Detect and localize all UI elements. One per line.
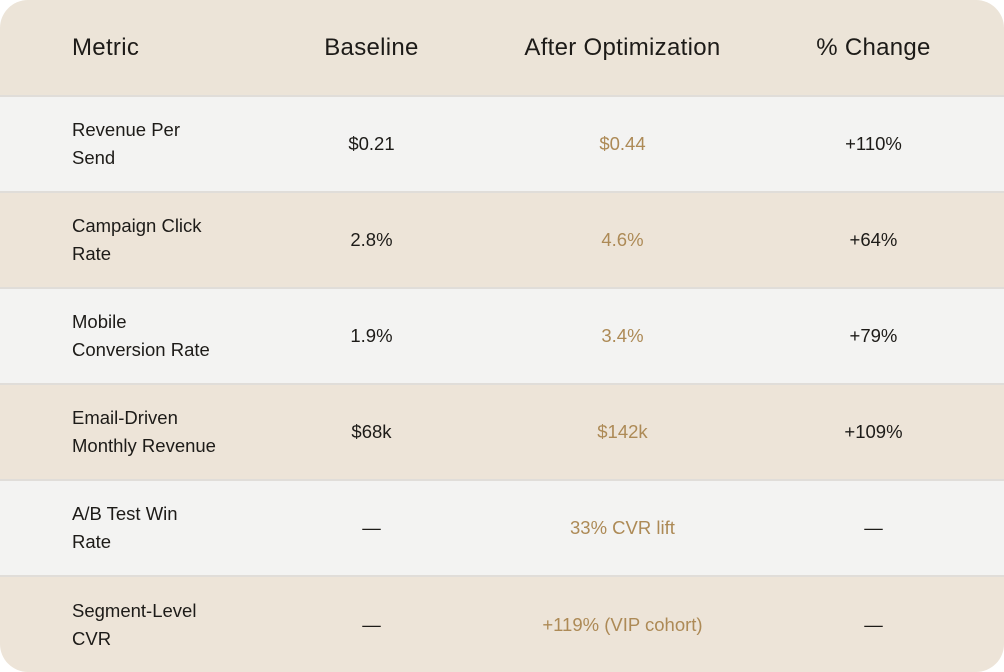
- baseline-cell: $0.21: [240, 95, 502, 192]
- table-row: Revenue Per Send $0.21 $0.44 +110%: [0, 95, 1004, 192]
- table-header-row: Metric Baseline After Optimization % Cha…: [0, 0, 1004, 96]
- change-cell: +79%: [742, 287, 1004, 384]
- table-row: Email-Driven Monthly Revenue $68k $142k +109…: [0, 383, 1004, 480]
- after-cell: 33% CVR lift: [501, 479, 743, 576]
- change-cell: +110%: [742, 95, 1004, 192]
- baseline-cell: —: [240, 479, 502, 576]
- table-row: Mobile Conversion Rate 1.9% 3.4% +79%: [0, 287, 1004, 384]
- metric-cell: Campaign Click Rate: [0, 191, 241, 288]
- column-header-baseline: Baseline: [240, 0, 502, 96]
- metric-cell: A/B Test Win Rate: [0, 479, 241, 576]
- change-cell: +64%: [742, 191, 1004, 288]
- column-header-metric: Metric: [0, 0, 241, 96]
- after-cell: 3.4%: [501, 287, 743, 384]
- baseline-cell: 1.9%: [240, 287, 502, 384]
- column-header-after: After Optimization: [501, 0, 743, 96]
- table-body: Revenue Per Send $0.21 $0.44 +110% Campaign C…: [0, 95, 1004, 672]
- baseline-cell: $68k: [240, 383, 502, 480]
- table-row: Segment-Level CVR — +119% (VIP cohort) —: [0, 575, 1004, 672]
- baseline-cell: —: [240, 575, 502, 672]
- table-row: Campaign Click Rate 2.8% 4.6% +64%: [0, 191, 1004, 288]
- metric-cell: Mobile Conversion Rate: [0, 287, 241, 384]
- metric-cell: Email-Driven Monthly Revenue: [0, 383, 241, 480]
- after-cell: $142k: [501, 383, 743, 480]
- after-cell: +119% (VIP cohort): [501, 575, 743, 672]
- after-cell: 4.6%: [501, 191, 743, 288]
- after-cell: $0.44: [501, 95, 743, 192]
- change-cell: —: [742, 479, 1004, 576]
- column-header-change: % Change: [742, 0, 1004, 96]
- change-cell: +109%: [742, 383, 1004, 480]
- metric-cell: Segment-Level CVR: [0, 575, 241, 672]
- metric-cell: Revenue Per Send: [0, 95, 241, 192]
- change-cell: —: [742, 575, 1004, 672]
- baseline-cell: 2.8%: [240, 191, 502, 288]
- table-row: A/B Test Win Rate —33% CVR lift —: [0, 479, 1004, 576]
